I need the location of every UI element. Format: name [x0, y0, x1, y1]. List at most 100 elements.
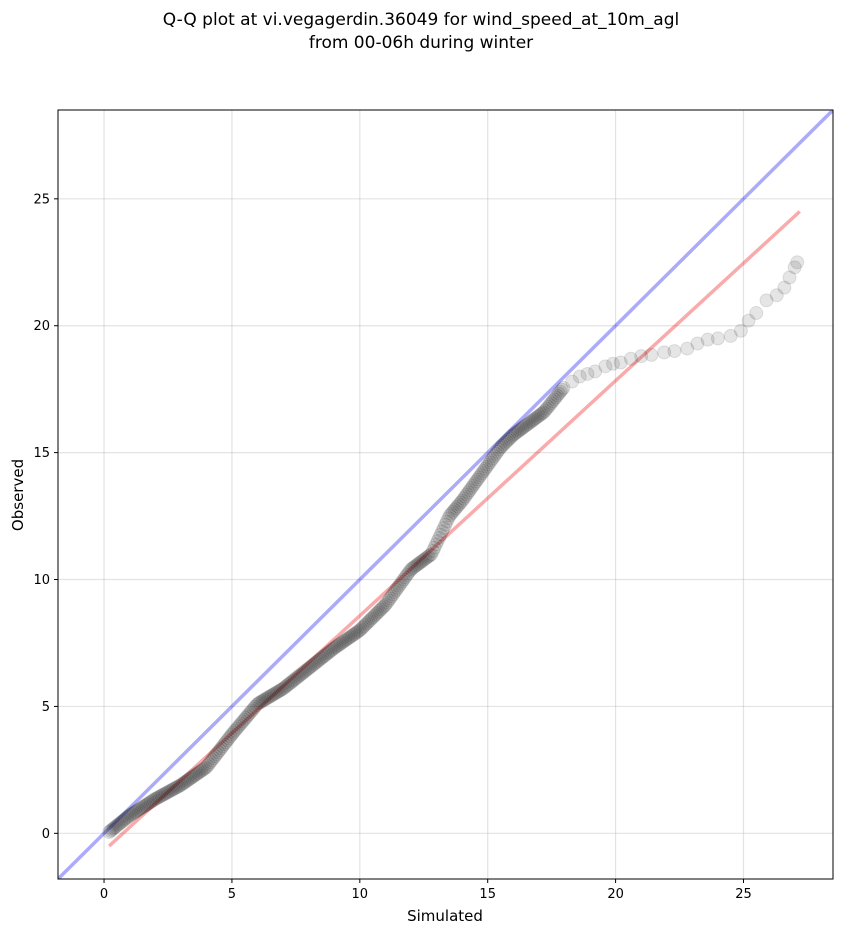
data-points [102, 255, 805, 840]
qq-point [425, 543, 440, 558]
qq-point [412, 556, 427, 571]
qq-point [392, 578, 407, 593]
qq-point [527, 412, 542, 427]
qq-point [201, 757, 216, 772]
qq-point [148, 792, 163, 807]
qq-point [464, 481, 479, 496]
qq-point [132, 801, 147, 816]
identity-line [58, 110, 833, 879]
qq-point [465, 478, 480, 493]
grid [58, 110, 833, 879]
qq-point [229, 721, 244, 736]
qq-point [700, 332, 715, 347]
qq-point [226, 725, 241, 740]
qq-point [376, 599, 391, 614]
qq-point [341, 631, 356, 646]
qq-point [424, 547, 439, 562]
qq-point [553, 384, 568, 399]
qq-point [194, 763, 209, 778]
qq-point [453, 495, 468, 510]
qq-point [488, 446, 503, 461]
qq-point [138, 797, 153, 812]
qq-point [289, 671, 304, 686]
qq-point [409, 558, 424, 573]
qq-point [112, 816, 127, 831]
qq-point [247, 699, 262, 714]
qq-point [154, 788, 169, 803]
qq-point [547, 392, 562, 407]
qq-point [541, 399, 556, 414]
x-tick-label: 5 [228, 887, 236, 902]
qq-point [137, 798, 152, 813]
qq-point [135, 799, 150, 814]
qq-point [387, 585, 402, 600]
qq-point [218, 735, 233, 750]
qq-point [215, 739, 230, 754]
qq-point [329, 639, 344, 654]
qq-point [505, 428, 520, 443]
qq-point [103, 823, 118, 838]
y-tick-label: 10 [33, 573, 50, 588]
qq-point [251, 696, 266, 711]
qq-point [361, 614, 376, 629]
qq-point [231, 720, 246, 735]
qq-point [479, 459, 494, 474]
x-tick-label: 0 [100, 887, 108, 902]
qq-point [128, 804, 143, 819]
qq-point [467, 476, 482, 491]
qq-point [143, 795, 158, 810]
qq-point [158, 786, 173, 801]
qq-point [126, 805, 141, 820]
qq-point [565, 374, 580, 389]
qq-point [157, 787, 172, 802]
qq-point [456, 491, 471, 506]
qq-point [459, 487, 474, 502]
qq-point [114, 815, 129, 830]
qq-point [131, 802, 146, 817]
qq-point [304, 658, 319, 673]
qq-point [134, 800, 149, 815]
qq-point [160, 785, 175, 800]
qq-point [277, 680, 292, 695]
qq-point [263, 689, 278, 704]
qq-point [224, 727, 239, 742]
qq-point [393, 576, 408, 591]
qq-point [513, 422, 528, 437]
qq-point [473, 468, 488, 483]
qq-point [312, 652, 327, 667]
qq-point [117, 812, 132, 827]
qq-point [522, 415, 537, 430]
qq-point [531, 408, 546, 423]
qq-point [733, 323, 748, 338]
qq-point [487, 449, 502, 464]
qq-point [333, 636, 348, 651]
qq-point [310, 654, 325, 669]
qq-point [281, 677, 296, 692]
qq-point [272, 683, 287, 698]
qq-point [169, 780, 184, 795]
qq-point [432, 530, 447, 545]
qq-point [155, 787, 170, 802]
qq-point [482, 455, 497, 470]
qq-point [690, 336, 705, 351]
qq-point [439, 514, 454, 529]
qq-point [379, 595, 394, 610]
qq-point [340, 632, 355, 647]
qq-point [292, 668, 307, 683]
qq-point [623, 351, 638, 366]
qq-point [313, 651, 328, 666]
qq-point [468, 474, 483, 489]
qq-point [436, 521, 451, 536]
qq-point [338, 633, 353, 648]
qq-point [166, 782, 181, 797]
y-tick-label: 25 [33, 192, 50, 207]
qq-point [491, 442, 506, 457]
qq-point [511, 423, 526, 438]
qq-point [188, 768, 203, 783]
qq-point [287, 672, 302, 687]
reference-lines [58, 110, 833, 879]
qq-point [237, 712, 252, 727]
qq-point [186, 769, 201, 784]
qq-point [303, 660, 318, 675]
qq-point [544, 396, 559, 411]
